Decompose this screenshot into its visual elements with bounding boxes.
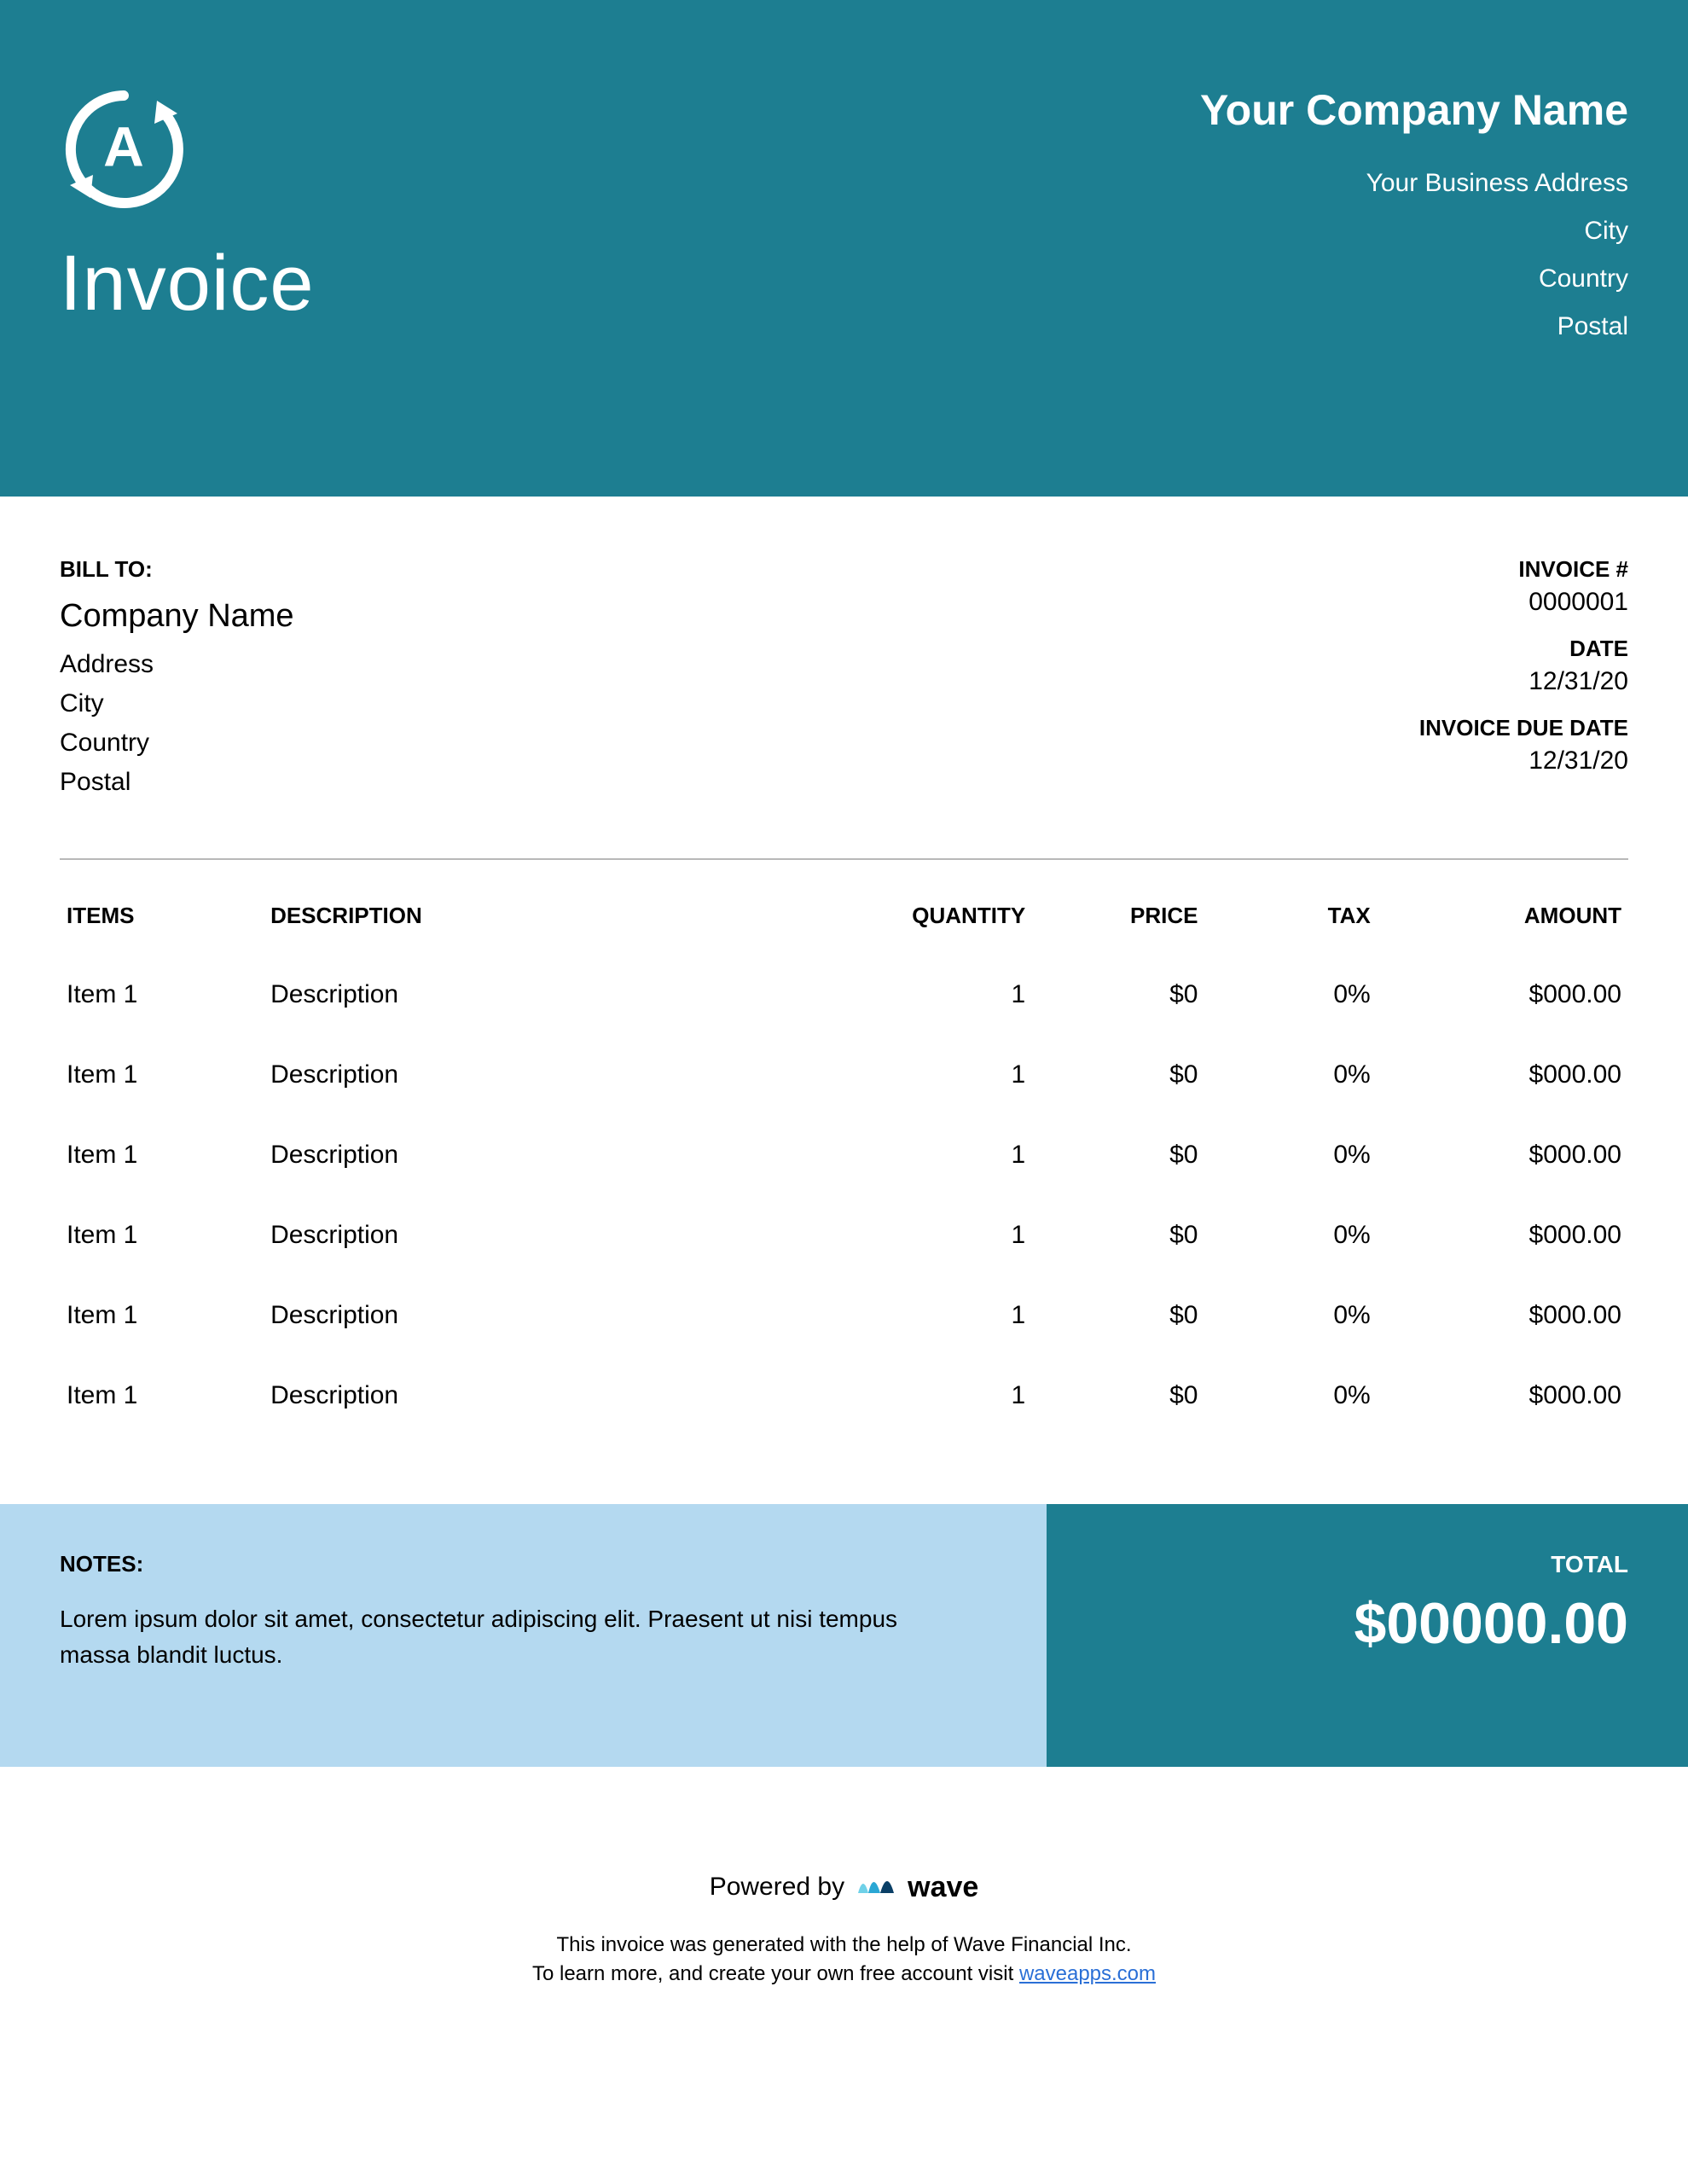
table-row: Item 1Description1$00%$000.00 bbox=[60, 1035, 1628, 1115]
header-left: A Invoice bbox=[60, 85, 315, 328]
invoice-due-date: 12/31/20 bbox=[1419, 746, 1628, 775]
company-name: Your Company Name bbox=[1200, 85, 1628, 135]
col-header-quantity: QUANTITY bbox=[844, 894, 1033, 955]
invoice-numbers-block: INVOICE # 0000001 DATE 12/31/20 INVOICE … bbox=[1419, 556, 1628, 807]
svg-text:A: A bbox=[103, 115, 144, 178]
cell-tax: 0% bbox=[1204, 1275, 1377, 1356]
cell-amount: $000.00 bbox=[1378, 1035, 1628, 1115]
generated-line-2: To learn more, and create your own free … bbox=[0, 1960, 1688, 1989]
cell-tax: 0% bbox=[1204, 1356, 1377, 1436]
invoice-date-label: DATE bbox=[1419, 636, 1628, 662]
table-header-row: ITEMS DESCRIPTION QUANTITY PRICE TAX AMO… bbox=[60, 894, 1628, 955]
cell-description: Description bbox=[264, 1356, 844, 1436]
cell-quantity: 1 bbox=[844, 1356, 1033, 1436]
bill-to-line: City bbox=[60, 689, 294, 718]
cell-amount: $000.00 bbox=[1378, 1275, 1628, 1356]
cell-price: $0 bbox=[1032, 1195, 1204, 1275]
generated-text: This invoice was generated with the help… bbox=[0, 1931, 1688, 1988]
invoice-header: A Invoice Your Company Name Your Busines… bbox=[0, 0, 1688, 497]
cell-item: Item 1 bbox=[60, 1275, 264, 1356]
cell-tax: 0% bbox=[1204, 1035, 1377, 1115]
bill-to-block: BILL TO: Company Name Address City Count… bbox=[60, 556, 294, 807]
cell-price: $0 bbox=[1032, 1356, 1204, 1436]
cell-price: $0 bbox=[1032, 1035, 1204, 1115]
col-header-items: ITEMS bbox=[60, 894, 264, 955]
cell-description: Description bbox=[264, 1275, 844, 1356]
company-block: Your Company Name Your Business Address … bbox=[1200, 85, 1628, 360]
cell-quantity: 1 bbox=[844, 955, 1033, 1035]
generated-line-1: This invoice was generated with the help… bbox=[0, 1931, 1688, 1960]
notes-label: NOTES: bbox=[60, 1551, 995, 1577]
cell-description: Description bbox=[264, 955, 844, 1035]
powered-by-prefix: Powered by bbox=[710, 1873, 844, 1902]
bill-to-line: Address bbox=[60, 650, 294, 679]
company-address-line: Your Business Address bbox=[1200, 169, 1628, 198]
table-row: Item 1Description1$00%$000.00 bbox=[60, 955, 1628, 1035]
cell-item: Item 1 bbox=[60, 1195, 264, 1275]
table-row: Item 1Description1$00%$000.00 bbox=[60, 1115, 1628, 1195]
notes-box: NOTES: Lorem ipsum dolor sit amet, conse… bbox=[0, 1504, 1047, 1767]
cell-item: Item 1 bbox=[60, 1356, 264, 1436]
col-header-tax: TAX bbox=[1204, 894, 1377, 955]
cell-amount: $000.00 bbox=[1378, 1195, 1628, 1275]
footer-band: NOTES: Lorem ipsum dolor sit amet, conse… bbox=[0, 1504, 1688, 1767]
cell-item: Item 1 bbox=[60, 955, 264, 1035]
col-header-price: PRICE bbox=[1032, 894, 1204, 955]
cell-tax: 0% bbox=[1204, 955, 1377, 1035]
cell-quantity: 1 bbox=[844, 1115, 1033, 1195]
cell-quantity: 1 bbox=[844, 1275, 1033, 1356]
powered-by-block: Powered by wave This invoice was generat… bbox=[0, 1767, 1688, 2022]
section-divider bbox=[60, 858, 1628, 860]
col-header-description: DESCRIPTION bbox=[264, 894, 844, 955]
company-address-line: Postal bbox=[1200, 312, 1628, 341]
cell-description: Description bbox=[264, 1035, 844, 1115]
cell-amount: $000.00 bbox=[1378, 1356, 1628, 1436]
cell-price: $0 bbox=[1032, 1275, 1204, 1356]
wave-logo-icon bbox=[856, 1869, 896, 1905]
cell-description: Description bbox=[264, 1195, 844, 1275]
cell-quantity: 1 bbox=[844, 1195, 1033, 1275]
cell-price: $0 bbox=[1032, 1115, 1204, 1195]
bill-to-line: Postal bbox=[60, 768, 294, 797]
cell-price: $0 bbox=[1032, 955, 1204, 1035]
cell-quantity: 1 bbox=[844, 1035, 1033, 1115]
invoice-number: 0000001 bbox=[1419, 588, 1628, 617]
invoice-date: 12/31/20 bbox=[1419, 667, 1628, 696]
bill-to-company: Company Name bbox=[60, 598, 294, 635]
col-header-amount: AMOUNT bbox=[1378, 894, 1628, 955]
table-row: Item 1Description1$00%$000.00 bbox=[60, 1195, 1628, 1275]
invoice-meta-row: BILL TO: Company Name Address City Count… bbox=[0, 497, 1688, 841]
cell-description: Description bbox=[264, 1115, 844, 1195]
cell-tax: 0% bbox=[1204, 1115, 1377, 1195]
line-items-table: ITEMS DESCRIPTION QUANTITY PRICE TAX AMO… bbox=[60, 894, 1628, 1436]
document-title: Invoice bbox=[60, 239, 315, 328]
company-address-line: City bbox=[1200, 217, 1628, 246]
invoice-number-label: INVOICE # bbox=[1419, 556, 1628, 583]
cell-item: Item 1 bbox=[60, 1035, 264, 1115]
generated-line-2-prefix: To learn more, and create your own free … bbox=[532, 1962, 1019, 1985]
waveapps-link[interactable]: waveapps.com bbox=[1019, 1962, 1156, 1985]
company-address-line: Country bbox=[1200, 264, 1628, 293]
total-label: TOTAL bbox=[1081, 1551, 1628, 1578]
total-box: TOTAL $00000.00 bbox=[1047, 1504, 1688, 1767]
wave-brand-text: wave bbox=[908, 1871, 978, 1904]
bill-to-label: BILL TO: bbox=[60, 556, 294, 583]
table-row: Item 1Description1$00%$000.00 bbox=[60, 1275, 1628, 1356]
table-row: Item 1Description1$00%$000.00 bbox=[60, 1356, 1628, 1436]
powered-by-row: Powered by wave bbox=[710, 1869, 979, 1905]
total-value: $00000.00 bbox=[1081, 1590, 1628, 1657]
cell-tax: 0% bbox=[1204, 1195, 1377, 1275]
cell-amount: $000.00 bbox=[1378, 1115, 1628, 1195]
cell-item: Item 1 bbox=[60, 1115, 264, 1195]
cell-amount: $000.00 bbox=[1378, 955, 1628, 1035]
notes-text: Lorem ipsum dolor sit amet, consectetur … bbox=[60, 1601, 955, 1673]
logo-icon: A bbox=[60, 85, 188, 213]
invoice-due-label: INVOICE DUE DATE bbox=[1419, 715, 1628, 741]
bill-to-line: Country bbox=[60, 729, 294, 758]
